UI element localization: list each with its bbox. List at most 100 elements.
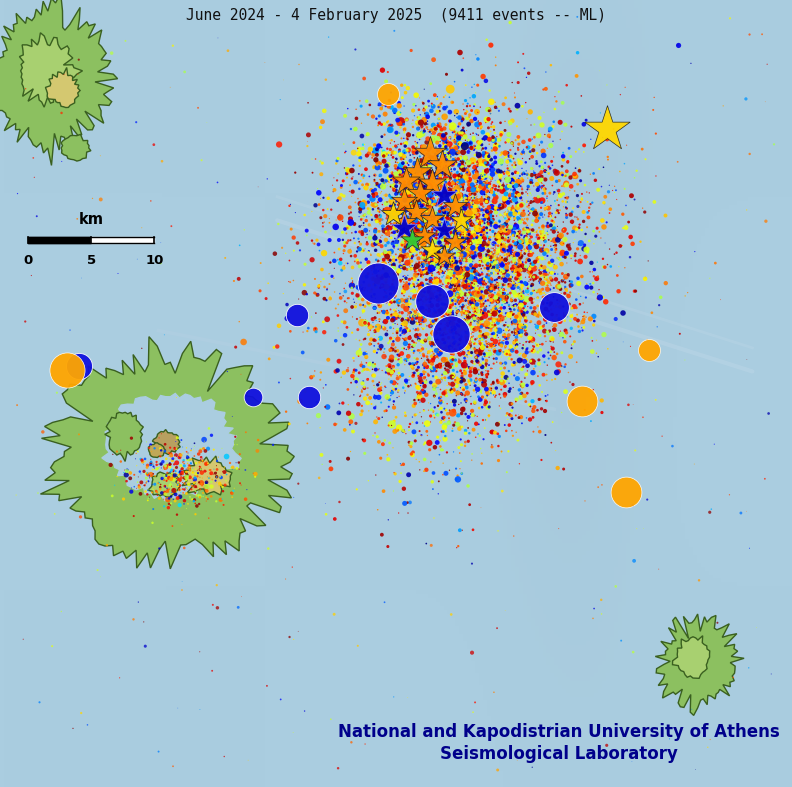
Point bbox=[487, 197, 500, 209]
Point bbox=[608, 187, 621, 199]
Point bbox=[437, 224, 450, 236]
Point bbox=[512, 264, 524, 276]
Point bbox=[348, 280, 361, 293]
Point bbox=[441, 356, 454, 368]
Point bbox=[457, 224, 470, 237]
Point bbox=[500, 284, 512, 297]
Point bbox=[469, 183, 482, 195]
Point bbox=[428, 131, 440, 143]
Point bbox=[314, 374, 326, 386]
Point bbox=[462, 280, 474, 293]
Point bbox=[517, 143, 530, 156]
Point bbox=[458, 220, 470, 232]
Point bbox=[174, 474, 187, 486]
Point bbox=[584, 415, 597, 427]
Point bbox=[421, 202, 434, 215]
Point bbox=[230, 462, 243, 475]
Point bbox=[415, 222, 428, 235]
Point bbox=[228, 438, 241, 451]
Point bbox=[503, 309, 516, 321]
Point bbox=[405, 259, 417, 272]
Point bbox=[416, 188, 428, 201]
Point bbox=[338, 423, 351, 436]
Point bbox=[485, 158, 497, 171]
Point bbox=[463, 216, 475, 229]
Point bbox=[145, 468, 158, 481]
Point bbox=[385, 134, 398, 146]
Point bbox=[398, 342, 410, 355]
Point bbox=[390, 272, 402, 284]
Point bbox=[455, 201, 467, 213]
Point bbox=[444, 293, 456, 305]
Point bbox=[338, 260, 351, 272]
Point bbox=[439, 371, 451, 384]
Point bbox=[483, 341, 496, 353]
Point bbox=[447, 284, 459, 297]
Point bbox=[371, 321, 384, 334]
Point bbox=[481, 190, 493, 203]
Point bbox=[420, 538, 432, 550]
Point bbox=[444, 331, 456, 344]
Point bbox=[445, 384, 458, 397]
Point bbox=[172, 469, 185, 482]
Point bbox=[479, 116, 492, 129]
Point bbox=[535, 119, 548, 131]
Point bbox=[440, 160, 452, 172]
Point bbox=[466, 218, 478, 231]
Point bbox=[372, 277, 385, 290]
Point bbox=[505, 271, 518, 283]
Point bbox=[346, 275, 359, 287]
Point bbox=[451, 410, 463, 423]
Point bbox=[183, 454, 196, 467]
Point bbox=[403, 201, 416, 214]
Point bbox=[500, 312, 512, 325]
Point bbox=[429, 260, 442, 273]
Point bbox=[445, 235, 458, 247]
Point bbox=[482, 365, 494, 378]
Point bbox=[379, 380, 391, 393]
Point bbox=[480, 221, 493, 234]
Point bbox=[453, 329, 466, 342]
Point bbox=[429, 146, 442, 159]
Point bbox=[430, 247, 443, 260]
Point bbox=[485, 205, 497, 218]
Point bbox=[434, 199, 447, 212]
Text: 10: 10 bbox=[145, 254, 164, 268]
Point bbox=[349, 123, 362, 135]
Point bbox=[169, 461, 181, 474]
Point bbox=[509, 186, 522, 198]
Point bbox=[465, 157, 478, 169]
Point bbox=[501, 295, 513, 308]
Point bbox=[439, 153, 451, 165]
Point bbox=[444, 133, 457, 146]
Point bbox=[447, 289, 460, 301]
Point bbox=[432, 168, 444, 181]
Point bbox=[438, 133, 451, 146]
Point bbox=[521, 189, 534, 201]
Point bbox=[508, 239, 521, 252]
Point bbox=[418, 254, 431, 267]
Point bbox=[415, 268, 428, 280]
Point bbox=[394, 148, 407, 161]
Point bbox=[591, 222, 604, 235]
Point bbox=[482, 180, 494, 193]
Point bbox=[435, 198, 447, 210]
Point bbox=[427, 277, 440, 290]
Point bbox=[523, 254, 535, 267]
Point bbox=[374, 187, 386, 199]
Point bbox=[443, 344, 455, 357]
Point bbox=[296, 346, 309, 359]
Point bbox=[420, 464, 432, 476]
Point bbox=[553, 312, 565, 325]
Point bbox=[479, 300, 492, 312]
Point bbox=[178, 471, 191, 484]
Point bbox=[156, 155, 169, 168]
Point bbox=[168, 484, 181, 497]
Point bbox=[484, 171, 497, 183]
Point bbox=[147, 516, 159, 529]
Point bbox=[448, 135, 461, 148]
Point bbox=[555, 237, 568, 249]
Point bbox=[444, 178, 456, 190]
Point bbox=[543, 305, 555, 318]
Point bbox=[415, 202, 428, 215]
